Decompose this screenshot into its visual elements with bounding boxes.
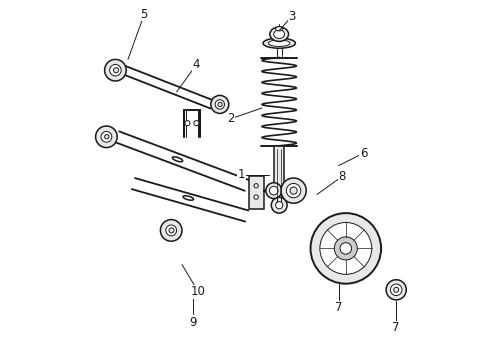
Circle shape <box>211 95 229 113</box>
Ellipse shape <box>270 27 289 41</box>
Circle shape <box>166 225 176 236</box>
Text: 6: 6 <box>360 147 368 159</box>
Circle shape <box>104 135 109 139</box>
Circle shape <box>114 68 119 73</box>
Circle shape <box>391 284 402 296</box>
Circle shape <box>393 287 399 292</box>
Text: 5: 5 <box>141 8 148 21</box>
Circle shape <box>194 121 199 126</box>
Circle shape <box>254 184 258 188</box>
Ellipse shape <box>269 40 290 46</box>
Text: 2: 2 <box>227 112 234 125</box>
Ellipse shape <box>263 38 295 48</box>
Circle shape <box>275 202 283 209</box>
Circle shape <box>169 228 174 233</box>
Bar <box>248 176 264 209</box>
Circle shape <box>311 213 381 284</box>
Text: 7: 7 <box>335 301 343 314</box>
Text: 10: 10 <box>191 285 206 298</box>
Text: 9: 9 <box>189 316 196 329</box>
Circle shape <box>270 186 278 195</box>
Circle shape <box>271 197 287 213</box>
Ellipse shape <box>183 196 194 200</box>
Circle shape <box>104 59 126 81</box>
Circle shape <box>281 178 306 203</box>
Circle shape <box>215 100 224 109</box>
Text: 3: 3 <box>288 10 295 23</box>
Ellipse shape <box>172 157 183 162</box>
Circle shape <box>218 102 222 107</box>
Text: 4: 4 <box>193 58 200 71</box>
Circle shape <box>185 121 190 126</box>
Circle shape <box>160 220 182 241</box>
Circle shape <box>254 195 258 199</box>
Circle shape <box>340 243 351 254</box>
Text: 1: 1 <box>238 168 245 181</box>
Text: 8: 8 <box>339 170 346 183</box>
Text: 7: 7 <box>392 321 400 334</box>
Circle shape <box>96 126 117 148</box>
Circle shape <box>286 184 301 198</box>
Ellipse shape <box>274 30 285 39</box>
Circle shape <box>290 187 297 194</box>
Circle shape <box>320 222 372 274</box>
Circle shape <box>110 64 121 76</box>
Circle shape <box>386 280 406 300</box>
Bar <box>274 146 284 202</box>
Circle shape <box>101 131 112 142</box>
Circle shape <box>334 237 357 260</box>
Ellipse shape <box>275 27 283 31</box>
Circle shape <box>266 183 282 198</box>
